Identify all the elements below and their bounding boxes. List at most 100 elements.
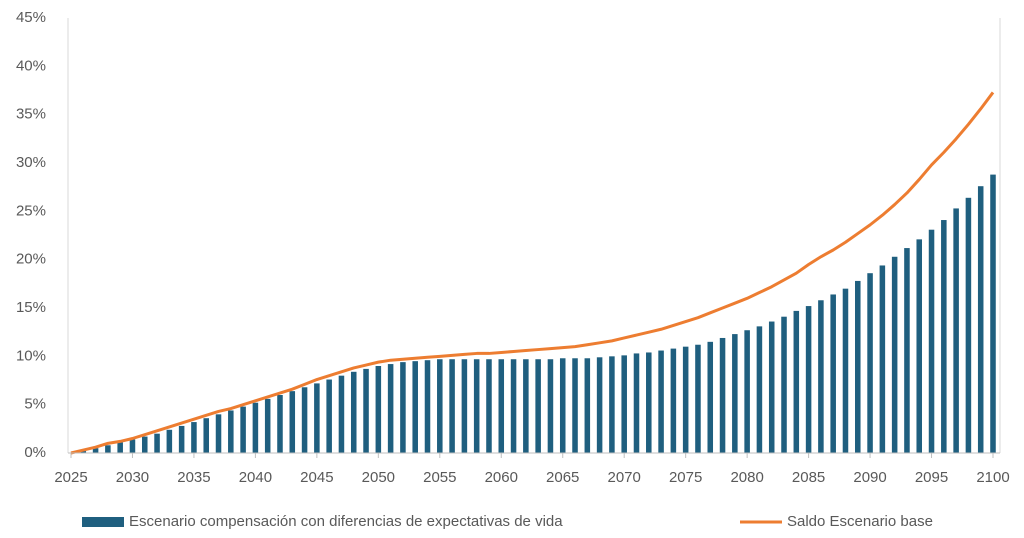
bar — [449, 359, 455, 453]
bar — [965, 197, 972, 453]
bar — [744, 330, 750, 453]
bar — [80, 451, 87, 453]
bar — [314, 383, 320, 453]
x-tick-label: 2080 — [730, 469, 763, 486]
bar — [154, 433, 160, 453]
bar — [166, 429, 173, 453]
bar — [535, 359, 541, 453]
bar — [707, 341, 714, 453]
bar — [781, 316, 787, 453]
bar — [879, 265, 886, 453]
x-tick-label: 2040 — [239, 469, 272, 486]
y-tick-label: 30% — [16, 154, 46, 171]
x-tick-label: 2075 — [669, 469, 702, 486]
x-tick-label: 2030 — [116, 469, 149, 486]
x-tick-label: 2100 — [976, 469, 1009, 486]
bar — [289, 391, 296, 453]
y-tick-label: 40% — [16, 57, 46, 74]
line — [70, 91, 995, 455]
y-tick-label: 5% — [24, 396, 46, 413]
bar — [596, 357, 603, 453]
x-tick-label: 2090 — [853, 469, 886, 486]
bar — [461, 359, 468, 453]
bar — [941, 220, 947, 453]
x-tick-label: 2045 — [300, 469, 333, 486]
bar — [646, 352, 652, 453]
bar — [437, 359, 443, 453]
bar — [264, 398, 271, 453]
bar — [658, 350, 664, 453]
bar — [584, 358, 591, 453]
bar — [928, 229, 935, 453]
bar — [486, 359, 492, 453]
bar — [867, 273, 873, 453]
x-tick-label: 2070 — [608, 469, 641, 486]
bar — [977, 186, 984, 453]
bar — [240, 406, 246, 453]
bar — [818, 300, 824, 453]
bar — [756, 326, 763, 453]
bar — [498, 359, 505, 453]
y-tick-label: 25% — [16, 202, 46, 219]
bar — [904, 248, 910, 453]
bar — [326, 379, 332, 453]
bar — [141, 436, 148, 453]
bar — [633, 353, 640, 453]
y-tick-label: 35% — [16, 106, 46, 123]
bar — [830, 294, 836, 453]
bar — [621, 355, 627, 453]
bar — [682, 346, 689, 453]
bar — [215, 414, 222, 453]
bar — [228, 410, 234, 453]
bar — [363, 368, 369, 453]
bar — [424, 360, 431, 453]
legend-swatch — [82, 517, 124, 527]
x-tick-label: 2065 — [546, 469, 579, 486]
bar — [117, 442, 123, 453]
x-tick-label: 2050 — [362, 469, 395, 486]
bar — [105, 445, 111, 453]
x-tick-label: 2035 — [177, 469, 210, 486]
bar — [277, 395, 283, 453]
x-tick-label: 2025 — [54, 469, 87, 486]
bar — [547, 359, 554, 453]
bar — [412, 361, 418, 453]
bar — [375, 366, 382, 453]
x-tick-label: 2055 — [423, 469, 456, 486]
bar — [301, 387, 308, 453]
x-tick-label: 2085 — [792, 469, 825, 486]
x-tick-label: 2060 — [485, 469, 518, 486]
bar — [732, 334, 738, 453]
y-tick-label: 10% — [16, 347, 46, 364]
bar — [670, 348, 677, 453]
bar — [178, 425, 185, 453]
bar — [252, 402, 259, 453]
bar — [510, 359, 517, 453]
bar — [719, 337, 726, 453]
bar — [916, 239, 923, 453]
bar — [891, 256, 898, 453]
bar — [129, 439, 136, 453]
bar — [842, 288, 849, 453]
bar — [523, 359, 529, 453]
y-tick-label: 15% — [16, 299, 46, 316]
bar — [609, 356, 615, 453]
bar — [559, 358, 566, 453]
bar — [953, 208, 959, 453]
bar — [768, 321, 775, 453]
bar — [572, 358, 578, 453]
bar — [92, 448, 99, 453]
bar — [191, 422, 197, 453]
y-tick-label: 20% — [16, 251, 46, 268]
bar — [695, 344, 701, 453]
bar — [338, 375, 345, 453]
x-tick-label: 2095 — [915, 469, 948, 486]
bar — [387, 364, 394, 453]
bar — [473, 359, 480, 453]
y-tick-label: 45% — [16, 9, 46, 26]
legend-label: Saldo Escenario base — [787, 513, 933, 530]
legend-label: Escenario compensación con diferencias d… — [129, 513, 563, 530]
bar — [855, 280, 861, 453]
y-tick-label: 0% — [24, 444, 46, 461]
